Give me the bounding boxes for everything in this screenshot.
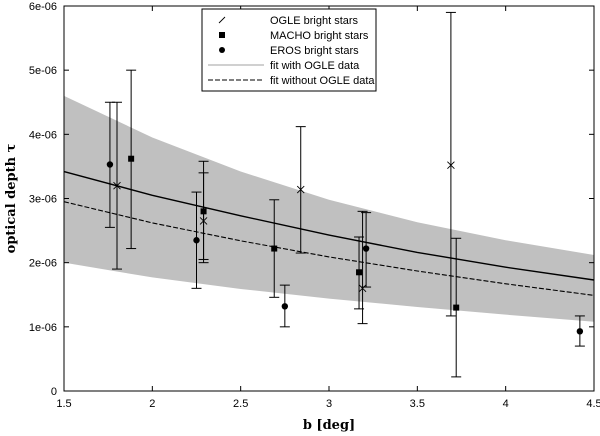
legend-macho-marker <box>219 32 225 38</box>
fit-with-ogle-line <box>63 170 595 281</box>
legend: OGLE bright stars MACHO bright stars EROS … <box>201 8 377 92</box>
ogle-point <box>296 185 305 194</box>
eros-point <box>576 328 584 335</box>
eros-point <box>106 161 114 168</box>
legend-eros-marker <box>219 47 225 53</box>
x-tick-label: 2 <box>149 398 155 410</box>
y-tick-label: 2e-06 <box>29 258 57 270</box>
y-tick-label: 3e-06 <box>29 194 57 206</box>
ogle-point <box>358 284 367 293</box>
macho-point <box>356 269 363 276</box>
legend-label-fit-with: fit with OGLE data <box>270 60 360 72</box>
x-tick-label: 1.5 <box>56 398 71 410</box>
ogle-marker-stroke <box>296 185 305 194</box>
points-layer <box>104 11 585 378</box>
ogle-point <box>447 161 455 169</box>
legend-ogle-marker <box>218 16 226 24</box>
fit-without-ogle-line <box>63 201 595 296</box>
macho-point <box>200 208 207 215</box>
x-tick-label: 4 <box>503 398 509 410</box>
legend-label-macho: MACHO bright stars <box>270 30 369 42</box>
eros-point <box>281 303 289 310</box>
eros-point <box>362 245 370 252</box>
axes-layer: 1.5 2 2.5 3 3.5 4 4.5 0 1e-06 2e-06 3e-06 4e-06 5e-0… <box>29 1 600 410</box>
y-tick-label: 5e-06 <box>29 65 57 77</box>
x-tick-label: 3 <box>326 398 332 410</box>
macho-point <box>453 304 460 311</box>
y-tick-label: 1e-06 <box>29 322 57 334</box>
ogle-marker-stroke <box>447 161 455 169</box>
ogle-marker-stroke <box>113 181 121 190</box>
legend-label-ogle: OGLE bright stars <box>270 15 359 27</box>
legend-label-fit-without: fit without OGLE data <box>270 75 375 87</box>
legend-label-eros: EROS bright stars <box>270 45 359 57</box>
macho-point <box>128 155 135 162</box>
eros-point <box>193 237 200 244</box>
y-tick-label: 0 <box>51 386 57 398</box>
ogle-marker-stroke <box>358 284 367 293</box>
x-tick-label: 4.5 <box>586 398 600 410</box>
y-axis-title: optical depth τ <box>4 143 19 253</box>
x-axis-title: b [deg] <box>303 418 355 433</box>
fit-layer <box>63 170 595 296</box>
y-tick-label: 4e-06 <box>29 129 57 141</box>
x-tick-label: 3.5 <box>410 398 425 410</box>
ogle-point <box>113 181 121 190</box>
y-tick-label: 6e-06 <box>29 1 57 13</box>
x-tick-label: 2.5 <box>233 398 248 410</box>
legend-box <box>201 8 377 92</box>
macho-point <box>271 245 278 252</box>
